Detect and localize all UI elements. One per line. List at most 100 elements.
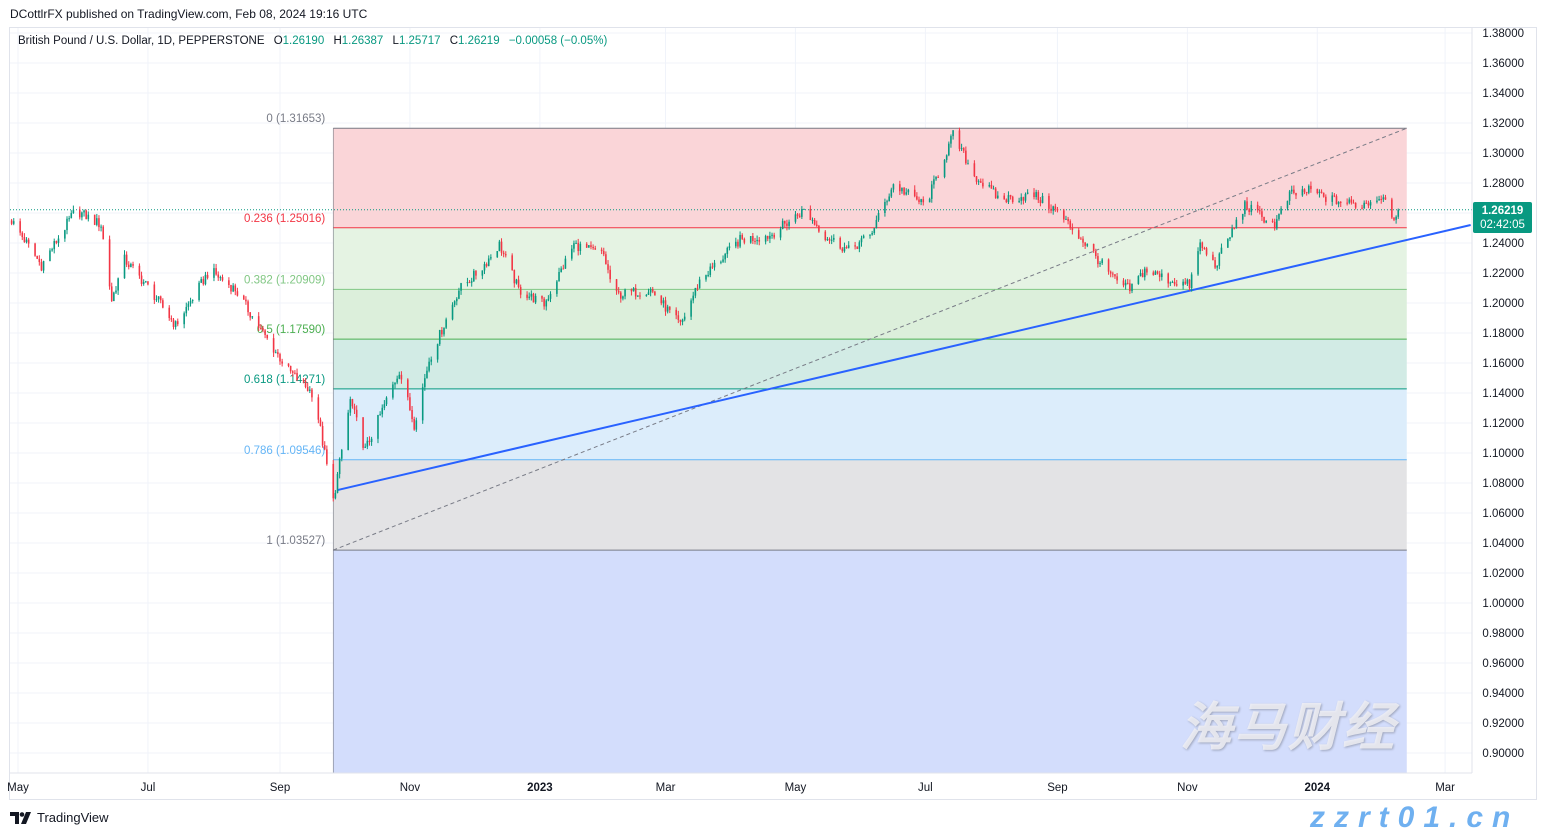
candle-body [309, 389, 311, 391]
candle-body [1248, 209, 1250, 212]
candle-body [573, 243, 575, 249]
candle-body [138, 265, 141, 276]
candle-body [159, 296, 162, 301]
candle-body [326, 449, 328, 464]
candle-body [773, 234, 775, 238]
candle-body [1099, 263, 1101, 265]
candle-body [1071, 227, 1074, 231]
candle-body [1350, 199, 1353, 203]
candle-body [1126, 282, 1129, 284]
time-tick: May [785, 782, 807, 794]
candle-body [1363, 202, 1365, 209]
bar-countdown: 02:42:05 [1480, 219, 1525, 231]
candle-body [490, 257, 492, 259]
candle-body [1131, 283, 1133, 292]
time-tick: Jul [141, 782, 156, 794]
candle-body [1188, 279, 1191, 288]
low-label: L [392, 35, 399, 47]
time-tick: Jul [918, 782, 933, 794]
high-value: 1.26387 [341, 35, 384, 47]
candle-body [711, 266, 714, 268]
candle-body [338, 458, 341, 475]
candle-body [1067, 218, 1069, 222]
candle-body [460, 283, 462, 291]
candle-body [511, 255, 513, 270]
fib-zone [333, 550, 1407, 773]
candle-body [756, 239, 758, 242]
candle-body [398, 374, 401, 379]
candle-body [475, 270, 477, 276]
candle-body [57, 238, 60, 243]
candle-body [818, 225, 820, 232]
candle-body [415, 420, 418, 430]
candle-body [1169, 282, 1172, 284]
candle-body [530, 293, 533, 297]
candle-body [236, 291, 239, 296]
candle-body [617, 290, 620, 293]
candle-body [888, 196, 890, 202]
candle-body [677, 315, 680, 320]
candle-body [347, 412, 349, 450]
candle-body [351, 399, 354, 407]
candle-body [443, 327, 445, 335]
fib-level-label: 0.236 (1.25016) [244, 213, 325, 225]
candle-body [886, 201, 888, 203]
candle-body [1391, 199, 1393, 218]
candle-body [973, 163, 976, 177]
candle-body [526, 294, 528, 298]
candle-body [368, 440, 371, 442]
candle-body [788, 221, 790, 226]
candle-body [145, 281, 147, 283]
candle-body [1293, 189, 1295, 193]
candle-body [455, 298, 458, 302]
candle-body [675, 309, 677, 316]
candle-body [930, 184, 933, 199]
candle-body [445, 319, 447, 328]
candle-body [600, 249, 603, 252]
candle-body [962, 148, 965, 151]
last-price-label: 1.26219 02:42:05 [1473, 202, 1532, 233]
candle-body [839, 237, 841, 249]
tradingview-brand[interactable]: TradingView [10, 810, 109, 825]
candle-body [979, 181, 982, 183]
candle-body [528, 296, 531, 298]
candle-body [794, 214, 797, 222]
candle-body [1220, 247, 1223, 254]
candle-body [517, 279, 520, 288]
candle-body [698, 279, 701, 289]
candle-body [72, 209, 75, 214]
candle-body [127, 264, 130, 267]
candle-body [988, 184, 991, 187]
candle-body [654, 291, 656, 296]
candle-body [27, 239, 30, 244]
candle-body [1380, 199, 1383, 201]
candle-body [664, 300, 667, 312]
candle-body [38, 258, 41, 263]
candle-body [424, 378, 426, 388]
candle-body [637, 295, 639, 297]
candle-body [1011, 196, 1014, 202]
candle-body [620, 292, 622, 299]
close-value: 1.26219 [458, 35, 500, 47]
time-tick: Sep [270, 782, 290, 794]
fib-level-label: 0.5 (1.17590) [257, 324, 326, 336]
candle-body [1203, 248, 1206, 250]
fibonacci-retracement: 0 (1.31653) 0.236 (1.25016) 0.382 (1.20909… [244, 113, 1407, 773]
candle-body [933, 179, 935, 185]
candle-body [592, 246, 594, 249]
candle-body [1122, 280, 1125, 286]
candle-body [123, 254, 126, 279]
candle-body [1346, 202, 1348, 204]
candle-body [1173, 281, 1176, 285]
price-tick: 1.20000 [1482, 298, 1524, 310]
candle-body [1199, 242, 1201, 252]
candle-body [869, 234, 871, 236]
candle-body [871, 233, 873, 235]
candle-body [1161, 273, 1163, 278]
candle-body [579, 243, 582, 251]
price-tick: 1.12000 [1482, 418, 1524, 430]
candle-body [1005, 199, 1008, 203]
candle-body [498, 241, 501, 252]
candle-body [585, 243, 588, 248]
